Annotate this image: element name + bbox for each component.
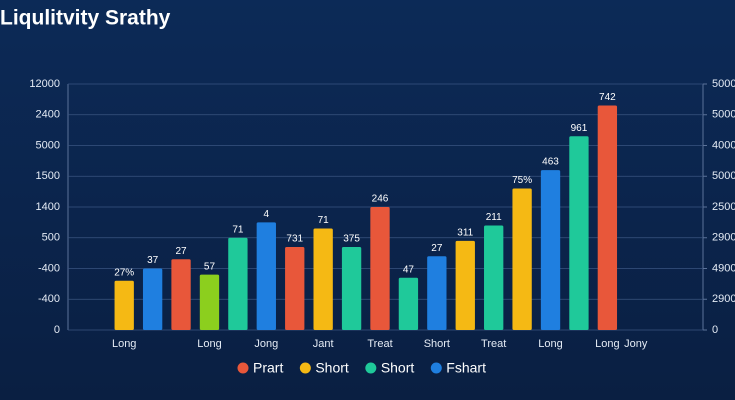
bar [455,240,475,330]
bar [484,225,504,330]
data-label: 311 [457,227,473,238]
y-tick-label: 1400 [36,201,60,213]
data-label: 742 [599,92,616,103]
bar [341,246,362,330]
bar [114,280,134,330]
legend-swatch [365,362,377,374]
y2-tick-label: 0 [712,324,718,336]
y-tick-label: 12000 [29,78,60,90]
y2-tick-label: 5000 [712,78,735,90]
data-label: 47 [403,264,415,275]
bar [199,274,220,330]
y-tick-label: 5000 [36,139,60,151]
data-label: 4 [264,209,270,220]
x-tick-label: Treat [481,338,506,350]
data-label: 246 [372,194,389,205]
x-tick-label: Jony [624,338,648,350]
data-label: 211 [486,212,502,223]
bar [427,256,447,330]
legend-label: Prart [253,360,283,376]
y2-tick-label: 2500 [712,201,735,213]
y-tick-label: 2400 [36,109,60,121]
bar [313,228,333,330]
bar [398,277,419,330]
bar [171,259,191,330]
data-label: 37 [147,255,159,266]
y-tick-label: 500 [42,232,60,244]
x-tick-label: Long [538,338,562,350]
y-tick-label: 1500 [36,170,60,182]
legend-label: Fshart [446,360,486,376]
bar [142,268,163,330]
y-tick-label: -400 [38,293,60,305]
data-label: 27% [114,267,134,278]
bar [285,246,305,330]
bar [256,222,276,330]
bar [228,237,248,330]
x-tick-label: Long [595,338,619,350]
data-label: 375 [343,234,360,245]
y2-tick-label: 5000 [712,170,735,182]
bar [597,105,618,331]
bar [569,136,589,330]
y2-tick-label: 2900 [712,293,735,305]
data-label: 27 [175,246,187,257]
x-tick-label: Long [197,338,221,350]
x-tick-label: Jant [313,338,334,350]
legend-swatch [299,362,311,374]
x-tick-label: Short [424,338,450,350]
data-label: 27 [431,243,443,254]
chart-title: Liqulitvity Srathy [0,7,171,30]
bar [370,207,390,330]
legend-swatch [237,362,249,374]
y2-tick-label: 4900 [712,262,735,274]
x-tick-label: Long [112,338,136,350]
data-label: 961 [571,123,588,134]
legend-label: Short [381,360,415,376]
data-label: 731 [286,234,303,245]
data-label: 463 [542,157,559,168]
data-label: 71 [318,215,330,226]
y-tick-label: -400 [38,262,60,274]
y2-tick-label: 4000 [712,139,735,151]
data-label: 57 [204,261,216,272]
legend-swatch [430,362,442,374]
y-tick-label: 0 [54,324,60,336]
bar [540,170,561,330]
y2-tick-label: 2900 [712,232,735,244]
bar [512,188,532,330]
legend-label: Short [315,360,349,376]
data-label: 75% [512,175,532,186]
data-label: 71 [232,224,244,235]
x-tick-label: Jong [254,338,278,350]
x-tick-label: Treat [367,338,392,350]
y2-tick-label: 5000 [712,109,735,121]
